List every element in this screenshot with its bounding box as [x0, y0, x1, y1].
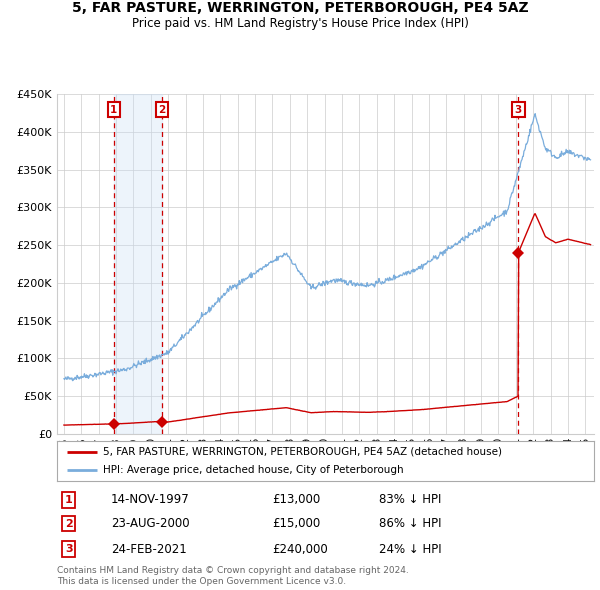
- Bar: [114, 94, 162, 434]
- Text: £15,000: £15,000: [272, 517, 320, 530]
- Text: £13,000: £13,000: [272, 493, 320, 506]
- Text: £240,000: £240,000: [272, 543, 328, 556]
- Text: 3: 3: [515, 104, 522, 114]
- Text: 2: 2: [158, 104, 166, 114]
- Text: 83% ↓ HPI: 83% ↓ HPI: [379, 493, 442, 506]
- Text: 24% ↓ HPI: 24% ↓ HPI: [379, 543, 442, 556]
- Text: 14-NOV-1997: 14-NOV-1997: [111, 493, 190, 506]
- Text: 1: 1: [110, 104, 118, 114]
- Text: This data is licensed under the Open Government Licence v3.0.: This data is licensed under the Open Gov…: [57, 577, 346, 586]
- Text: 5, FAR PASTURE, WERRINGTON, PETERBOROUGH, PE4 5AZ (detached house): 5, FAR PASTURE, WERRINGTON, PETERBOROUGH…: [103, 447, 502, 457]
- Text: 23-AUG-2000: 23-AUG-2000: [111, 517, 190, 530]
- Text: HPI: Average price, detached house, City of Peterborough: HPI: Average price, detached house, City…: [103, 465, 403, 475]
- Text: 2: 2: [65, 519, 73, 529]
- Text: 86% ↓ HPI: 86% ↓ HPI: [379, 517, 442, 530]
- Text: 5, FAR PASTURE, WERRINGTON, PETERBOROUGH, PE4 5AZ: 5, FAR PASTURE, WERRINGTON, PETERBOROUGH…: [71, 1, 529, 15]
- Text: Price paid vs. HM Land Registry's House Price Index (HPI): Price paid vs. HM Land Registry's House …: [131, 17, 469, 30]
- Text: 1: 1: [65, 495, 73, 504]
- Text: 3: 3: [65, 544, 73, 554]
- Text: Contains HM Land Registry data © Crown copyright and database right 2024.: Contains HM Land Registry data © Crown c…: [57, 566, 409, 575]
- Text: 24-FEB-2021: 24-FEB-2021: [111, 543, 187, 556]
